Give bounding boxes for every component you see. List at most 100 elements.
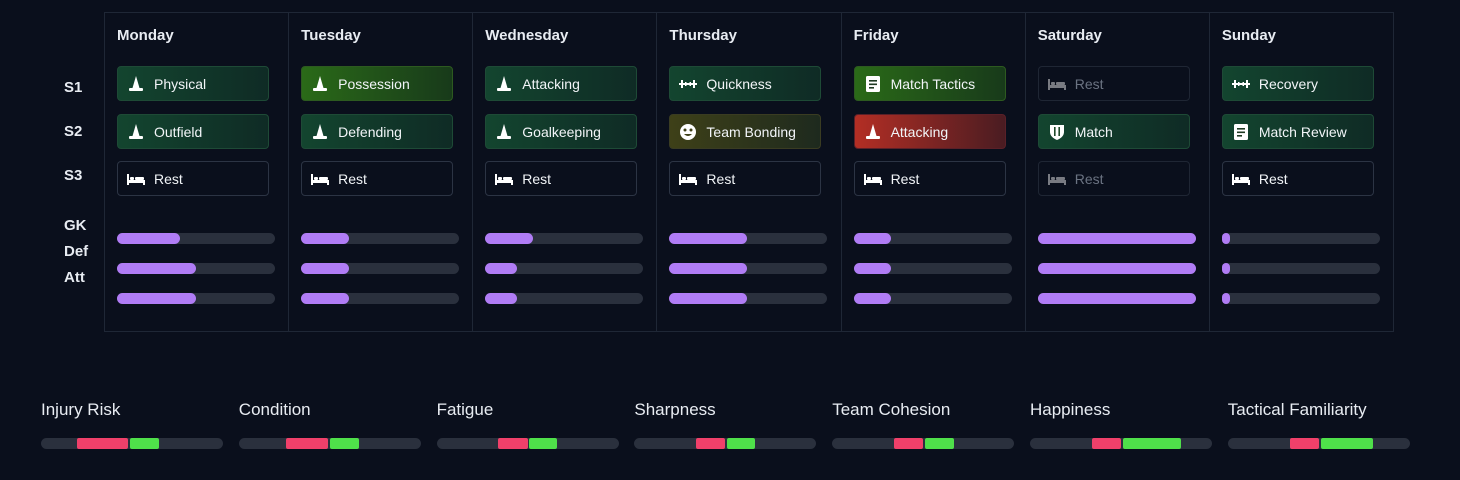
- metric-label: Team Cohesion: [832, 400, 951, 419]
- session-card-match[interactable]: Match: [1037, 114, 1190, 149]
- load-bar-fill: [301, 233, 349, 244]
- metric-positive-segment: [727, 438, 755, 449]
- metric-track: [238, 438, 421, 449]
- session-card-match-tactics[interactable]: Match Tactics: [853, 66, 1006, 101]
- session-card-rest[interactable]: Rest: [1037, 66, 1190, 101]
- cone-icon: [863, 122, 883, 142]
- day-title: Sunday: [1221, 27, 1277, 44]
- row-label-s3: S3: [64, 167, 83, 184]
- bed-icon: [494, 169, 514, 189]
- metric-track: [1227, 438, 1410, 449]
- session-card-attacking[interactable]: Attacking: [853, 114, 1006, 149]
- metric-track: [1030, 438, 1212, 449]
- metric-negative-segment: [1289, 438, 1319, 449]
- load-bar-def: [301, 263, 460, 274]
- metric-fatigue: Fatigue: [436, 400, 619, 449]
- cone-icon: [126, 74, 146, 94]
- load-bar-def: [669, 263, 828, 274]
- session-card-rest[interactable]: Rest: [301, 161, 454, 196]
- session-card-rest[interactable]: Rest: [853, 161, 1006, 196]
- session-label: Rest: [1258, 170, 1288, 187]
- day-column-saturday: Saturday Rest Match Rest: [1026, 13, 1210, 331]
- session-label: Team Bonding: [706, 123, 796, 140]
- row-label-att: Att: [64, 269, 85, 286]
- bed-icon: [1231, 169, 1251, 189]
- metric-label: Fatigue: [436, 400, 494, 419]
- load-bar-fill: [117, 263, 196, 274]
- bed-icon: [126, 169, 146, 189]
- session-card-goalkeeping[interactable]: Goalkeeping: [485, 114, 638, 149]
- metric-negative-segment: [286, 438, 328, 449]
- session-label: Defending: [338, 123, 402, 140]
- session-card-attacking[interactable]: Attacking: [485, 66, 638, 101]
- load-bar-att: [1037, 293, 1196, 304]
- load-bar-fill: [1037, 293, 1196, 304]
- session-card-rest[interactable]: Rest: [1037, 161, 1190, 196]
- load-bar-fill: [485, 293, 517, 304]
- metric-label: Condition: [238, 400, 311, 419]
- load-bar-def: [117, 263, 275, 274]
- load-bar-gk: [1037, 233, 1196, 244]
- cone-icon: [494, 122, 514, 142]
- metric-positive-segment: [329, 438, 359, 449]
- load-bar-fill: [669, 233, 747, 244]
- session-card-defending[interactable]: Defending: [301, 114, 454, 149]
- load-bar-att: [1221, 293, 1380, 304]
- load-bar-att: [485, 293, 644, 304]
- load-bar-gk: [117, 233, 275, 244]
- session-card-team-bonding[interactable]: Team Bonding: [669, 114, 822, 149]
- session-label: Rest: [1074, 170, 1104, 187]
- session-card-rest[interactable]: Rest: [485, 161, 638, 196]
- bed-icon: [310, 169, 330, 189]
- bed-icon: [678, 169, 698, 189]
- session-label: Rest: [338, 170, 367, 187]
- load-bar-fill: [301, 263, 349, 274]
- day-title: Monday: [117, 27, 174, 44]
- load-bar-gk: [1221, 233, 1380, 244]
- clipboard-icon: [863, 74, 883, 94]
- session-label: Rest: [706, 170, 736, 187]
- session-card-possession[interactable]: Possession: [301, 66, 454, 101]
- session-label: Match Review: [1258, 123, 1347, 140]
- dumbbell-icon: [1231, 74, 1251, 94]
- session-card-match-review[interactable]: Match Review: [1221, 114, 1374, 149]
- load-bar-fill: [853, 233, 892, 244]
- session-label: Outfield: [154, 123, 203, 140]
- session-card-outfield[interactable]: Outfield: [117, 114, 269, 149]
- load-bar-def: [853, 263, 1012, 274]
- metric-track: [436, 438, 619, 449]
- session-label: Rest: [890, 170, 920, 187]
- load-bar-fill: [117, 293, 196, 304]
- metric-injury-risk: Injury Risk: [41, 400, 223, 449]
- day-column-sunday: Sunday Recovery Match Review Rest: [1210, 13, 1393, 331]
- session-label: Match Tactics: [890, 75, 976, 92]
- session-label: Recovery: [1258, 75, 1318, 92]
- cone-icon: [494, 74, 514, 94]
- day-title: Tuesday: [301, 27, 361, 44]
- bed-icon: [1047, 74, 1067, 94]
- load-bar-fill: [485, 233, 533, 244]
- metric-positive-segment: [1122, 438, 1182, 449]
- load-bar-fill: [853, 293, 892, 304]
- session-card-rest[interactable]: Rest: [117, 161, 269, 196]
- day-title: Friday: [853, 27, 899, 44]
- session-card-rest[interactable]: Rest: [1221, 161, 1374, 196]
- bed-icon: [863, 169, 883, 189]
- metric-happiness: Happiness: [1030, 400, 1212, 449]
- session-card-rest[interactable]: Rest: [669, 161, 822, 196]
- metric-negative-segment: [894, 438, 924, 449]
- metric-positive-segment: [1320, 438, 1374, 449]
- load-bar-fill: [485, 263, 517, 274]
- session-label: Attacking: [522, 75, 580, 92]
- load-bar-fill: [1037, 233, 1196, 244]
- row-label-def: Def: [64, 243, 89, 260]
- row-label-s2: S2: [64, 123, 83, 140]
- load-bar-fill: [669, 263, 747, 274]
- session-card-quickness[interactable]: Quickness: [669, 66, 822, 101]
- day-title: Wednesday: [485, 27, 569, 44]
- session-card-recovery[interactable]: Recovery: [1221, 66, 1374, 101]
- row-label-s1: S1: [64, 79, 83, 96]
- session-card-physical[interactable]: Physical: [117, 66, 269, 101]
- metric-track: [41, 438, 223, 449]
- metric-track: [634, 438, 817, 449]
